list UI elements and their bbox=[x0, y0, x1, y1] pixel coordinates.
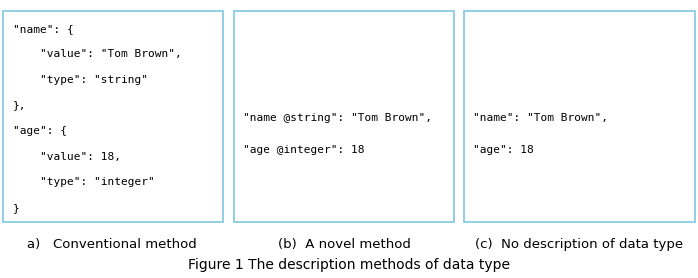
Text: }: } bbox=[13, 203, 20, 213]
Text: "name": {: "name": { bbox=[13, 24, 73, 34]
Text: (b)  A novel method: (b) A novel method bbox=[278, 238, 410, 251]
Text: Figure 1 The description methods of data type: Figure 1 The description methods of data… bbox=[188, 259, 510, 272]
Text: },: }, bbox=[13, 100, 26, 110]
Text: "value": "Tom Brown",: "value": "Tom Brown", bbox=[13, 49, 181, 59]
Text: (c)  No description of data type: (c) No description of data type bbox=[475, 238, 683, 251]
Text: "name": "Tom Brown",: "name": "Tom Brown", bbox=[473, 113, 608, 123]
Bar bbox=[464, 11, 695, 222]
Text: "name @string": "Tom Brown",: "name @string": "Tom Brown", bbox=[243, 113, 432, 123]
Bar bbox=[234, 11, 454, 222]
Text: "age": 18: "age": 18 bbox=[473, 145, 534, 155]
Text: "value": 18,: "value": 18, bbox=[13, 152, 121, 162]
Text: "type": "integer": "type": "integer" bbox=[13, 177, 154, 187]
Text: "age @integer": 18: "age @integer": 18 bbox=[243, 145, 364, 155]
Text: "age": {: "age": { bbox=[13, 126, 66, 136]
Bar bbox=[3, 11, 223, 222]
Text: "type": "string": "type": "string" bbox=[13, 75, 147, 85]
Text: a)   Conventional method: a) Conventional method bbox=[27, 238, 197, 251]
